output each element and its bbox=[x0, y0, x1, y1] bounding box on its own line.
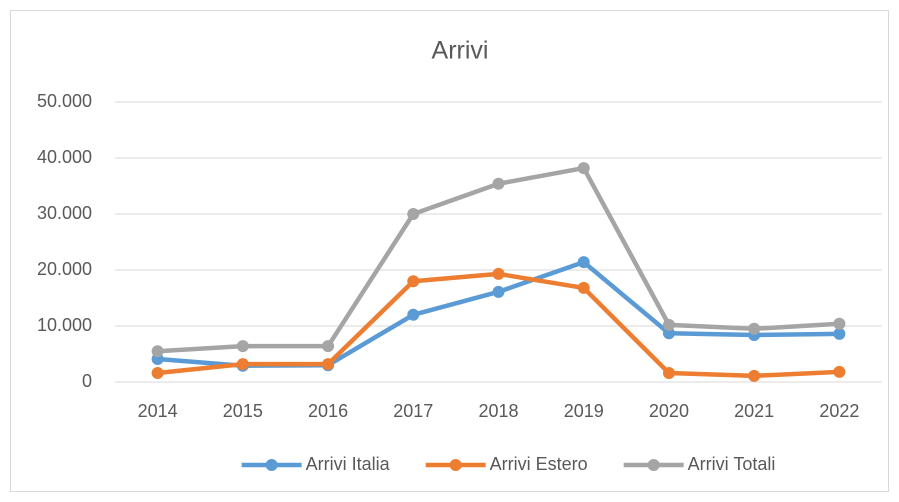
chart-title: Arrivi bbox=[432, 37, 489, 65]
data-point bbox=[492, 285, 505, 298]
data-point bbox=[407, 308, 420, 321]
data-point bbox=[492, 267, 505, 280]
y-tick-label: 30.000 bbox=[37, 203, 92, 223]
legend-marker bbox=[265, 459, 278, 471]
legend-item: Arrivi Italia bbox=[241, 454, 391, 474]
data-point bbox=[236, 340, 249, 353]
data-point bbox=[833, 327, 846, 340]
legend-item: Arrivi Estero bbox=[425, 454, 588, 474]
data-point bbox=[322, 340, 335, 353]
data-point bbox=[833, 365, 846, 378]
data-point bbox=[492, 177, 505, 190]
data-point bbox=[407, 208, 420, 220]
data-point bbox=[833, 317, 846, 330]
data-point bbox=[748, 369, 761, 382]
y-tick-label: 0 bbox=[82, 371, 92, 391]
data-point bbox=[151, 367, 164, 380]
data-point bbox=[577, 162, 590, 175]
data-point bbox=[236, 358, 249, 371]
y-tick-label: 50.000 bbox=[37, 91, 92, 111]
data-point bbox=[662, 367, 675, 380]
legend-label: Arrivi Totali bbox=[688, 454, 776, 474]
legend-marker bbox=[449, 459, 462, 471]
data-point bbox=[322, 358, 335, 371]
chart-border bbox=[10, 10, 889, 492]
x-tick-label: 2022 bbox=[819, 401, 859, 421]
legend-marker bbox=[647, 459, 660, 471]
legend-label: Arrivi Italia bbox=[306, 454, 391, 474]
data-point bbox=[748, 322, 761, 335]
x-tick-label: 2017 bbox=[393, 401, 433, 421]
x-tick-label: 2020 bbox=[649, 401, 689, 421]
x-tick-label: 2015 bbox=[223, 401, 263, 421]
data-point bbox=[662, 327, 675, 340]
data-point bbox=[407, 275, 420, 288]
data-point bbox=[662, 318, 675, 331]
y-tick-label: 10.000 bbox=[37, 315, 92, 335]
x-tick-label: 2019 bbox=[564, 401, 604, 421]
y-tick-label: 40.000 bbox=[37, 147, 92, 167]
legend-item: Arrivi Totali bbox=[623, 454, 776, 474]
x-tick-label: 2021 bbox=[734, 401, 774, 421]
data-point bbox=[577, 281, 590, 294]
legend-label: Arrivi Estero bbox=[490, 454, 588, 474]
y-tick-label: 20.000 bbox=[37, 259, 92, 279]
data-point bbox=[151, 345, 164, 358]
x-tick-label: 2018 bbox=[478, 401, 518, 421]
x-tick-label: 2014 bbox=[138, 401, 178, 421]
data-point bbox=[577, 256, 590, 269]
x-tick-label: 2016 bbox=[308, 401, 348, 421]
